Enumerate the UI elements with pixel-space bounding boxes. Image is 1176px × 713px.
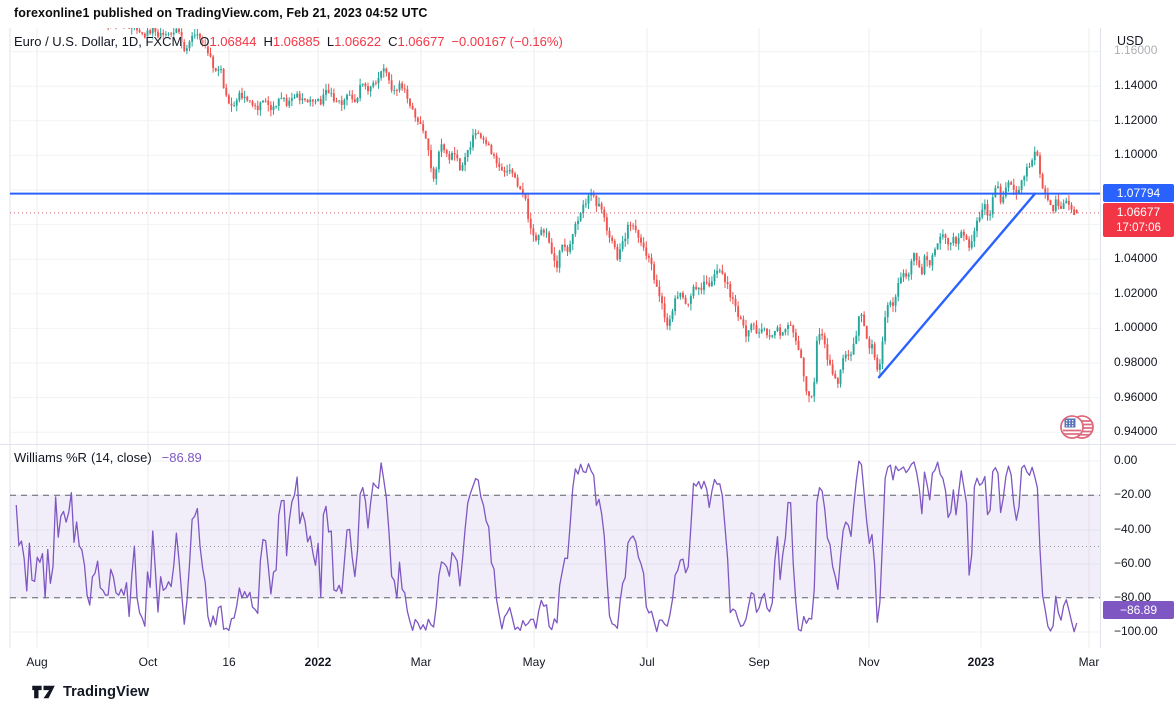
- price-tick-label: 1.14000: [1114, 78, 1158, 92]
- wr-params: (14, close): [90, 450, 152, 465]
- time-tick-label: Aug: [26, 655, 48, 669]
- time-tick-label: Oct: [138, 655, 158, 669]
- footer-bar: TradingView: [0, 676, 1176, 713]
- symbol-legend[interactable]: Euro / U.S. Dollar, 1D, FXCM O1.06844 H1.0…: [14, 34, 563, 49]
- ohlc-letter: C: [388, 34, 398, 49]
- time-tick-label: Mar: [1078, 655, 1100, 669]
- time-axis[interactable]: Aug Oct 16 2022 Mar May Jul Sep Nov 2023 Mar: [0, 648, 1176, 676]
- price-tick-label: 0.98000: [1114, 355, 1158, 369]
- wr-value-label: −86.89: [1103, 601, 1174, 619]
- wr-indicator-canvas[interactable]: [0, 445, 1100, 648]
- time-tick-label: Jul: [639, 655, 655, 669]
- symbol-title[interactable]: Euro / U.S. Dollar, 1D, FXCM: [14, 34, 183, 49]
- ohlc-letter: O: [199, 34, 210, 49]
- last-price-value: 1.06677: [1116, 205, 1161, 219]
- wr-title[interactable]: Williams %R: [14, 450, 87, 465]
- time-tick-label: Mar: [410, 655, 432, 669]
- ohlc-letter: H: [263, 34, 273, 49]
- wr-tick-label: 0.00: [1114, 453, 1138, 467]
- ohlc-value: 1.06677: [397, 34, 445, 49]
- time-tick-label: Nov: [858, 655, 880, 669]
- main-chart-canvas[interactable]: [0, 28, 1100, 444]
- price-tick-label: 1.04000: [1114, 251, 1158, 265]
- wr-tick-label: −20.00: [1114, 487, 1152, 501]
- wr-tick-label: −40.00: [1114, 522, 1152, 536]
- eurusd-pair-icon: [1060, 413, 1096, 441]
- price-tick-label: 1.10000: [1114, 147, 1158, 161]
- price-tick-label: 1.12000: [1114, 113, 1158, 127]
- hline-price-label: 1.07794: [1103, 184, 1174, 202]
- price-tick-label: 1.02000: [1114, 286, 1158, 300]
- wr-line: [15, 460, 1078, 633]
- currency-label: USD: [1117, 34, 1144, 48]
- ohlc-letter: L: [326, 34, 335, 49]
- wr-tick-label: −60.00: [1114, 556, 1152, 570]
- eu-flag-icon: [1060, 415, 1084, 439]
- price-tick-label: 1.16000: [1114, 43, 1158, 57]
- change-value: −0.00167 (−0.16%): [451, 34, 563, 49]
- time-tick-label: Sep: [748, 655, 770, 669]
- wr-tick-label: −80.00: [1114, 590, 1152, 604]
- time-tick-label: 2022: [304, 655, 332, 669]
- tradingview-logo-icon: [32, 685, 55, 699]
- trendline-drawing: [877, 192, 1037, 379]
- ohlc-value: 1.06844: [209, 34, 257, 49]
- ohlc-value: 1.06622: [334, 34, 382, 49]
- tradingview-brand: TradingView: [63, 684, 150, 700]
- ohlc-values: O1.06844 H1.06885 L1.06622 C1.06677: [192, 34, 444, 49]
- wr-tick-label: −100.00: [1114, 624, 1158, 638]
- price-tick-label: 0.94000: [1114, 424, 1158, 438]
- time-tick-label: May: [522, 655, 546, 669]
- attribution-bar: forexonline1 published on TradingView.co…: [14, 6, 428, 20]
- time-tick-label: 2023: [967, 655, 995, 669]
- wr-value: −86.89: [161, 450, 202, 465]
- tradingview-brand-row[interactable]: TradingView: [31, 684, 149, 700]
- pane-divider[interactable]: [0, 444, 1176, 445]
- countdown-timer: 17:07:06: [1116, 222, 1161, 234]
- price-axis[interactable]: USD 1.16000 1.14000 1.12000 1.10000 1.04000 1…: [1100, 28, 1176, 676]
- ohlc-value: 1.06885: [272, 34, 320, 49]
- last-price-label: 1.06677 17:07:06: [1103, 203, 1174, 237]
- price-tick-label: 0.96000: [1114, 390, 1158, 404]
- time-tick-label: 16: [222, 655, 236, 669]
- wr-legend[interactable]: Williams %R (14, close) −86.89: [14, 450, 202, 465]
- price-tick-label: 1.00000: [1114, 320, 1158, 334]
- attribution-text: forexonline1 published on TradingView.co…: [14, 6, 428, 20]
